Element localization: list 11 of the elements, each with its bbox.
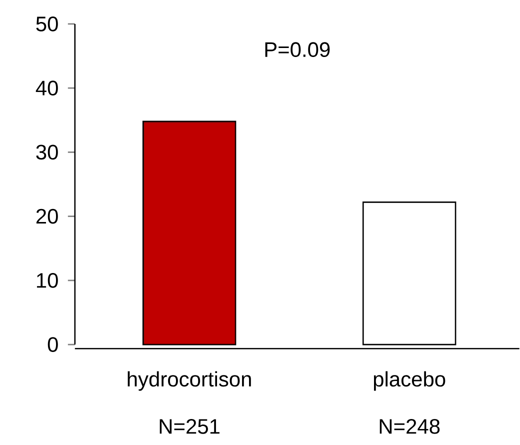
y-tick-label: 10 [37, 272, 58, 288]
x-tick-label: hydrocortison [128, 371, 251, 391]
y-tick-label: 50 [36, 16, 58, 32]
x-tick-label: placebo [374, 371, 446, 391]
y-tick-label: 20 [36, 208, 58, 224]
y-tick-label: 30 [36, 144, 58, 160]
text: N=248 [380, 418, 440, 434]
y-tick-label: 40 [36, 80, 58, 96]
text: N=251 [160, 418, 220, 434]
annotation: P=0.09 [265, 42, 330, 57]
y-tick-label: 0 [48, 336, 58, 352]
